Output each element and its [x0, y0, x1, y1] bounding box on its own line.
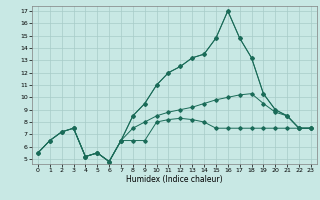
X-axis label: Humidex (Indice chaleur): Humidex (Indice chaleur): [126, 175, 223, 184]
